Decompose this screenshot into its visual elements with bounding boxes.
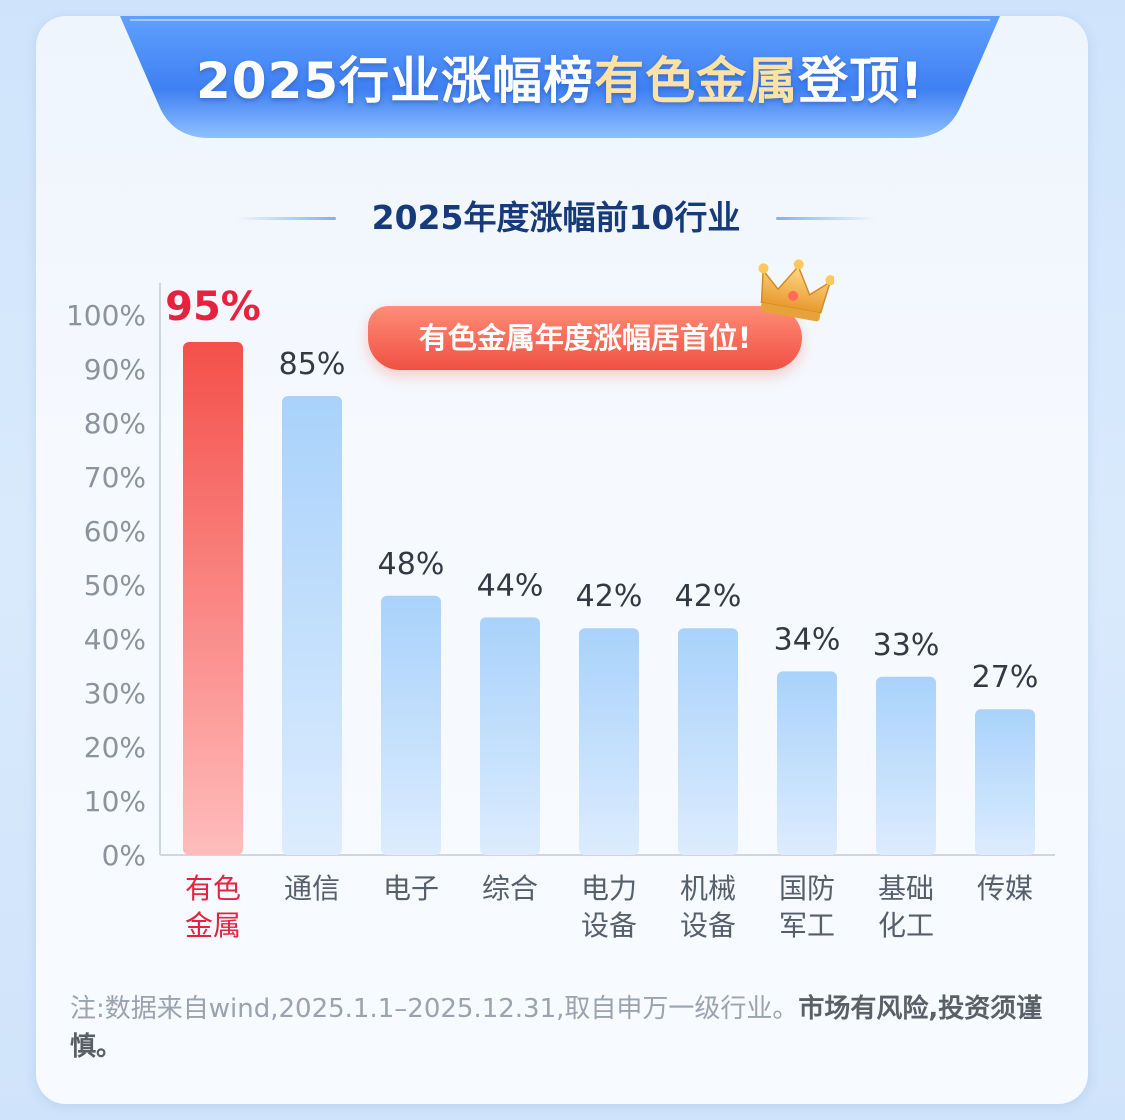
data-label: 33% [873, 628, 940, 663]
bar [579, 628, 639, 855]
x-tick-label: 设备 [581, 909, 637, 942]
x-tick-label: 军工 [779, 909, 835, 942]
x-tick-label: 设备 [680, 909, 736, 942]
bar [975, 709, 1035, 855]
chart-title: 2025年度涨幅前10行业 [371, 198, 741, 237]
title-banner: 2025行业涨幅榜有色金属登顶! [120, 16, 1000, 138]
data-label: 95% [165, 284, 261, 330]
data-label: 42% [675, 579, 742, 614]
y-tick-label: 20% [84, 731, 146, 764]
bar [183, 342, 243, 855]
callout-pill [368, 306, 802, 370]
x-tick-label: 综合 [482, 872, 538, 905]
x-tick-label: 电子 [383, 872, 439, 905]
chart-subtitle-wrap: 2025年度涨幅前10行业 [236, 196, 876, 240]
x-tick-label: 通信 [284, 872, 340, 905]
bar [381, 595, 441, 855]
y-tick-label: 80% [84, 407, 146, 440]
x-tick-label: 电力 [581, 872, 637, 905]
y-tick-label: 40% [84, 623, 146, 656]
data-label: 34% [774, 622, 841, 657]
data-label: 27% [972, 660, 1039, 695]
x-tick-label: 传媒 [977, 872, 1033, 905]
x-tick-label: 有色 [185, 872, 241, 905]
bar [282, 396, 342, 855]
x-tick-label: 国防 [779, 872, 835, 905]
y-tick-label: 70% [84, 461, 146, 494]
footnote: 注:数据来自wind,2025.1.1–2025.12.31,取自申万一级行业。… [70, 990, 1060, 1066]
data-label: 44% [477, 568, 544, 603]
banner-title: 2025行业涨幅榜有色金属登顶! [120, 56, 1000, 106]
data-label: 85% [279, 347, 346, 382]
bar [777, 671, 837, 855]
y-tick-label: 60% [84, 515, 146, 548]
banner-shape [120, 16, 1000, 138]
bar [678, 628, 738, 855]
x-tick-label: 金属 [185, 909, 241, 942]
subtitle-decor-left [236, 217, 336, 220]
subtitle-decor-right [776, 217, 876, 220]
callout-text: 有色金属年度涨幅居首位! [418, 321, 752, 355]
data-label: 42% [576, 579, 643, 614]
footnote-risk-warning: 市场有风险,投资须谨慎。 [70, 994, 1043, 1062]
y-tick-label: 10% [84, 785, 146, 818]
y-tick-label: 30% [84, 677, 146, 710]
title-prefix: 2025行业涨幅榜 [196, 52, 595, 110]
y-tick-label: 0% [102, 839, 146, 872]
y-tick-label: 100% [66, 299, 146, 332]
title-highlight: 有色金属 [594, 52, 799, 110]
crown-icon [758, 259, 834, 322]
x-tick-label: 基础 [878, 872, 934, 905]
footnote-text: 注:数据来自wind,2025.1.1–2025.12.31,取自申万一级行业。 [70, 994, 799, 1024]
bar [876, 676, 936, 855]
bar [480, 617, 540, 855]
x-tick-label: 化工 [878, 909, 934, 942]
data-label: 48% [378, 547, 445, 582]
x-tick-label: 机械 [680, 872, 736, 905]
y-tick-label: 90% [84, 353, 146, 386]
y-tick-label: 50% [84, 569, 146, 602]
callout-badge: 有色金属年度涨幅居首位! [368, 306, 802, 370]
title-suffix: 登顶! [798, 52, 924, 110]
